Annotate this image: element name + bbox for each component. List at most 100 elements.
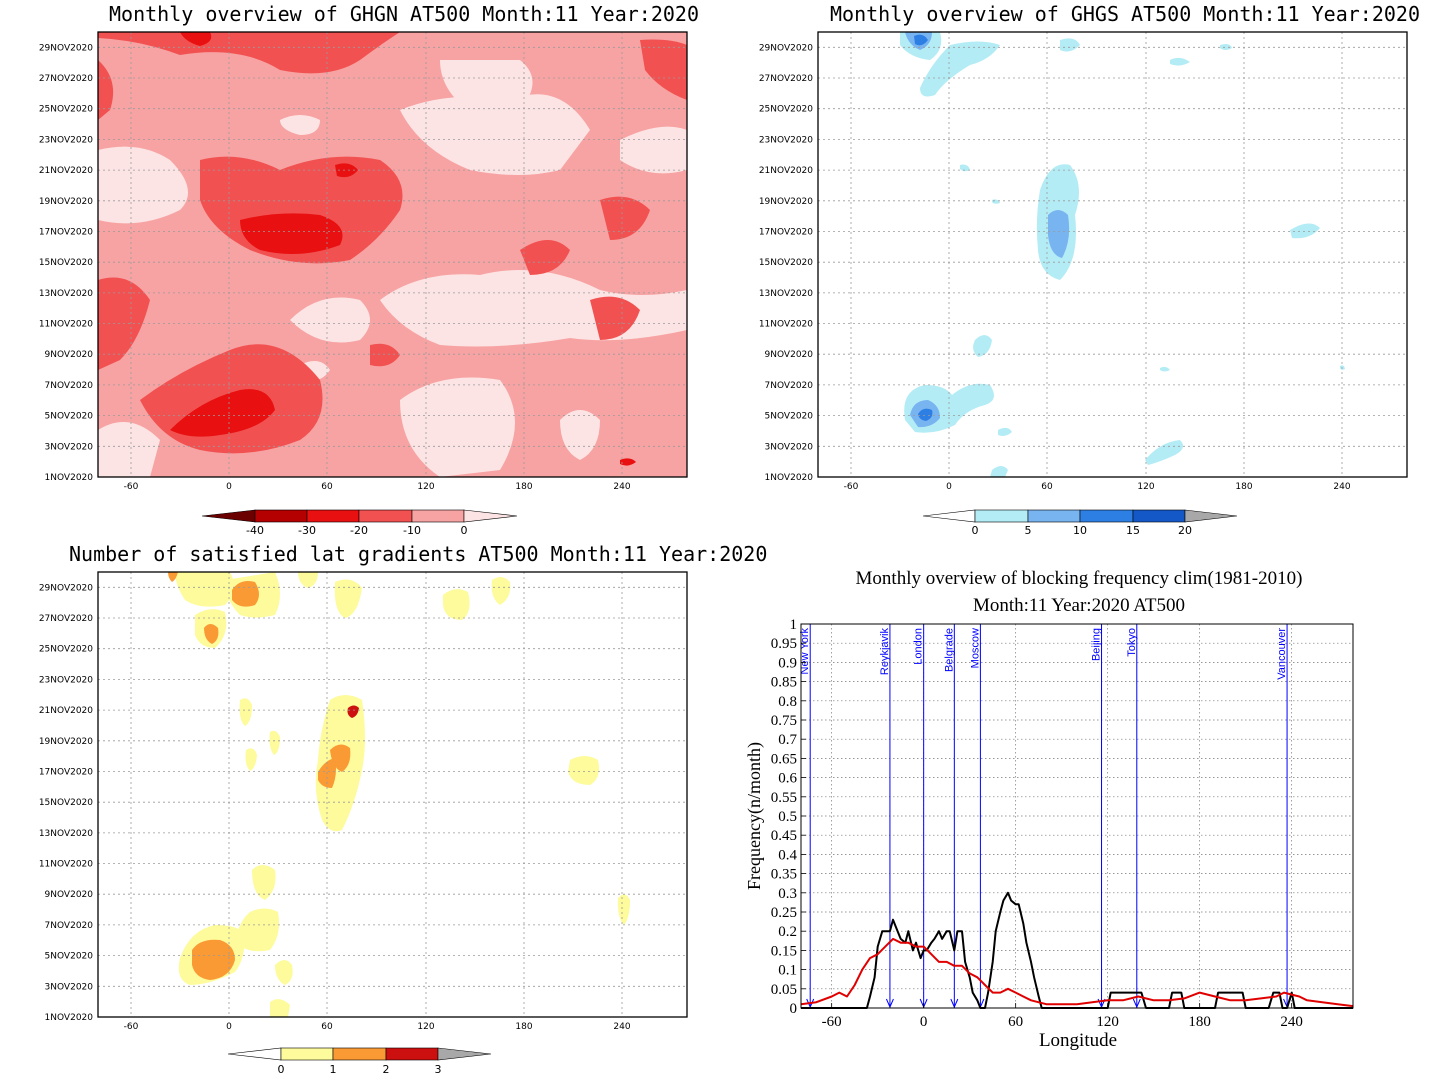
count-ylab: 1NOV2020 — [45, 1013, 94, 1023]
ghgn-cb-label: -20 — [350, 524, 368, 537]
count-ylab: 27NOV2020 — [39, 614, 93, 624]
ghgs-ylab: 27NOV2020 — [759, 74, 813, 84]
ghgn-xlab: 180 — [515, 482, 532, 492]
ghgs-ylab: 21NOV2020 — [759, 166, 813, 176]
blocking-ytick-label: 0.9 — [778, 655, 797, 671]
ghgs-gridlines — [818, 32, 1407, 477]
ghgs-ylab: 19NOV2020 — [759, 197, 813, 207]
ghgn-ylab: 25NOV2020 — [39, 105, 93, 115]
blocking-x-ticks: -60 0 60 120 180 240 — [822, 1003, 1303, 1030]
count-ylab: 7NOV2020 — [45, 921, 94, 931]
ghgs-cb-label: 0 — [972, 524, 979, 537]
ghgs-ylab: 15NOV2020 — [759, 258, 813, 268]
ghgn-cb-label: -10 — [403, 524, 421, 537]
count-ylab: 3NOV2020 — [45, 982, 94, 992]
ghgs-xlab: 120 — [1137, 482, 1154, 492]
ghgn-light-patches — [98, 60, 687, 477]
city-label: London — [913, 628, 925, 665]
count-ylab: 9NOV2020 — [45, 890, 94, 900]
ghgn-x-labels: -60 0 60 120 180 240 — [124, 482, 631, 492]
blocking-xtick-label: 0 — [920, 1014, 928, 1030]
ghgn-ylab: 5NOV2020 — [45, 412, 94, 422]
ghgn-frame — [97, 31, 688, 478]
ghgn-ylab: 3NOV2020 — [45, 442, 94, 452]
count-gridlines — [98, 572, 687, 1017]
blocking-ytick-label: 0.5 — [778, 809, 797, 825]
blocking-ytick-label: 0.15 — [771, 943, 797, 959]
ghgn-colorbar — [201, 509, 518, 523]
blocking-xtick-label: 60 — [1008, 1014, 1023, 1030]
ghgs-ylab: 9NOV2020 — [765, 350, 814, 360]
ghgs-xlab: 0 — [946, 482, 952, 492]
blocking-ytick-label: 0.2 — [778, 924, 797, 940]
ghgn-gridlines — [98, 32, 687, 477]
count-ylab: 15NOV2020 — [39, 798, 93, 808]
city-label: Beijing — [1091, 628, 1103, 661]
ghgn-map: 1NOV2020 3NOV2020 5NOV2020 7NOV2020 9NOV… — [39, 31, 688, 537]
ghgs-ylab: 13NOV2020 — [759, 289, 813, 299]
ghgn-panel: Monthly overview of GHGN AT500 Month:11 … — [0, 0, 720, 545]
count-frame — [97, 571, 688, 1018]
count-map: 1NOV2020 3NOV2020 5NOV2020 7NOV2020 9NOV… — [39, 571, 688, 1076]
ghgs-xlab: 240 — [1333, 482, 1350, 492]
blocking-ytick-label: 0.1 — [778, 963, 797, 979]
blocking-chart: New York Reykjavik London Belgrade Moscow Bei… — [744, 617, 1354, 1051]
ghgs-ylab: 25NOV2020 — [759, 105, 813, 115]
count-x-labels: -60 0 60 120 180 240 — [124, 1022, 631, 1032]
ghgn-ylab: 11NOV2020 — [39, 320, 93, 330]
blocking-xtick-label: 120 — [1096, 1014, 1119, 1030]
city-label: Tokyo — [1126, 628, 1138, 657]
blocking-ytick-label: 0.05 — [771, 982, 797, 998]
ghgn-xlab: 0 — [226, 482, 232, 492]
blocking-ytick-label: 1 — [790, 617, 798, 633]
blocking-xlabel: Longitude — [1039, 1030, 1117, 1051]
ghgn-ylab: 9NOV2020 — [45, 350, 94, 360]
ghgn-ylab: 23NOV2020 — [39, 135, 93, 145]
ghgs-colorbar-labels: 0 5 10 15 20 — [972, 524, 1193, 537]
ghgs-ylab: 23NOV2020 — [759, 135, 813, 145]
ghgn-cb-label: 0 — [461, 524, 468, 537]
ghgn-title: Monthly overview of GHGN AT500 Month:11 … — [109, 2, 700, 26]
blocking-ytick-label: 0 — [790, 1001, 798, 1017]
blocking-ytick-label: 0.35 — [771, 867, 797, 883]
city-label: Vancouver — [1276, 628, 1288, 680]
ghgn-ylab: 1NOV2020 — [45, 473, 94, 483]
ghgn-ylab: 15NOV2020 — [39, 258, 93, 268]
blocking-gridlines — [801, 623, 1353, 1009]
ghgs-ylab: 29NOV2020 — [759, 43, 813, 53]
ghgs-ylab: 7NOV2020 — [765, 381, 814, 391]
ghgn-ylab: 27NOV2020 — [39, 74, 93, 84]
climatology-line — [800, 937, 1354, 1008]
ghgs-cb-label: 5 — [1025, 524, 1032, 537]
count-panel: Number of satisfied lat gradients AT500 … — [0, 540, 768, 1091]
count-ylab: 23NOV2020 — [39, 675, 93, 685]
ghgs-cb-label: 20 — [1178, 524, 1192, 537]
ghgn-ylab: 7NOV2020 — [45, 381, 94, 391]
ghgs-colorbar — [922, 509, 1238, 523]
count-ylab: 11NOV2020 — [39, 860, 93, 870]
ghgs-x-labels: -60 0 60 120 180 240 — [844, 482, 1351, 492]
blocking-ytick-label: 0.75 — [771, 713, 797, 729]
count-level3-patches — [347, 705, 359, 718]
blocking-ytick-label: 0.85 — [771, 675, 797, 691]
count-ylab: 17NOV2020 — [39, 768, 93, 778]
count-ylab: 5NOV2020 — [45, 952, 94, 962]
blocking-ytick-label: 0.4 — [778, 847, 797, 863]
city-arrow-icon — [1132, 998, 1141, 1009]
ghgn-dark-patches — [170, 32, 636, 466]
count-ylab: 21NOV2020 — [39, 706, 93, 716]
count-xlab: 240 — [613, 1022, 630, 1032]
ghgn-ylab: 17NOV2020 — [39, 228, 93, 238]
count-xlab: 0 — [226, 1022, 232, 1032]
blocking-ytick-label: 0.65 — [771, 751, 797, 767]
count-ylab: 29NOV2020 — [39, 583, 93, 593]
count-xlab: -60 — [124, 1022, 139, 1032]
blocking-ytick-label: 0.25 — [771, 905, 797, 921]
blocking-panel: Monthly overview of blocking frequency c… — [720, 540, 1440, 1091]
city-arrow-icon — [885, 998, 894, 1009]
blocking-xtick-label: 240 — [1280, 1014, 1303, 1030]
ghgs-frame — [817, 31, 1408, 478]
count-ylab: 19NOV2020 — [39, 737, 93, 747]
count-xlab: 180 — [515, 1022, 532, 1032]
count-ylab: 13NOV2020 — [39, 829, 93, 839]
